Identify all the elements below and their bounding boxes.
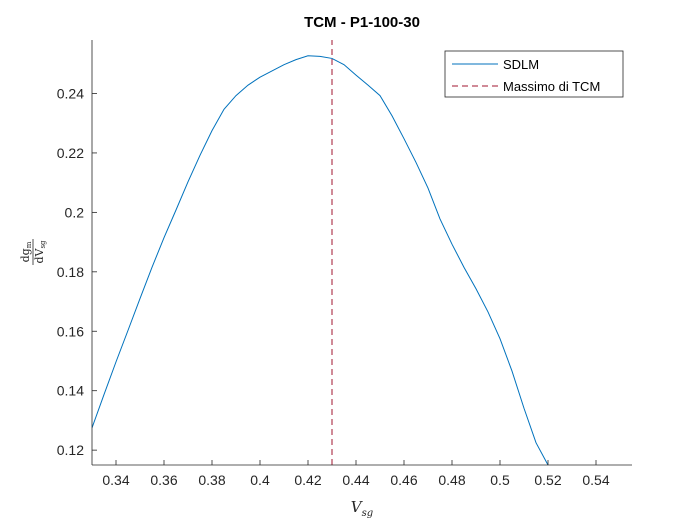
y-label-numerator: dgm <box>19 241 33 262</box>
series-line-sdlm <box>92 55 549 465</box>
plot-area <box>92 40 632 465</box>
axes-layer <box>91 40 632 466</box>
y-tick-label: 0.12 <box>57 442 84 458</box>
x-tick-label: 0.36 <box>150 472 177 488</box>
y-tick-label: 0.18 <box>57 264 84 280</box>
y-tick-label: 0.2 <box>65 204 85 220</box>
x-tick-label: 0.44 <box>342 472 369 488</box>
chart-title: TCM - P1-100-30 <box>304 14 420 31</box>
y-axis-label: dgm dVsg <box>19 239 47 265</box>
ticks-layer: 0.34 0.36 0.38 0.4 0.42 0.44 0.46 0.48 0.5 0.52 0.… <box>57 85 610 488</box>
legend: SDLM Massimo di TCM <box>444 50 624 98</box>
x-tick-label: 0.4 <box>250 472 270 488</box>
x-tick-label: 0.5 <box>490 472 510 488</box>
x-tick-label: 0.54 <box>582 472 609 488</box>
y-tick-label: 0.22 <box>57 145 84 161</box>
legend-box <box>444 50 624 98</box>
x-tick-label: 0.42 <box>294 472 321 488</box>
legend-label-massimo: Massimo di TCM <box>503 79 600 94</box>
y-tick-label: 0.16 <box>57 323 84 339</box>
y-tick-label: 0.24 <box>57 85 84 101</box>
x-tick-label: 0.52 <box>534 472 561 488</box>
x-tick-label: 0.34 <box>102 472 129 488</box>
x-axis-label: Vsg <box>351 498 373 519</box>
x-tick-label: 0.46 <box>390 472 417 488</box>
y-label-denominator: dVsg <box>33 240 47 264</box>
series-layer <box>92 40 549 465</box>
x-tick-label: 0.48 <box>438 472 465 488</box>
y-tick-label: 0.14 <box>57 383 84 399</box>
legend-label-sdlm: SDLM <box>503 57 539 72</box>
x-tick-label: 0.38 <box>198 472 225 488</box>
